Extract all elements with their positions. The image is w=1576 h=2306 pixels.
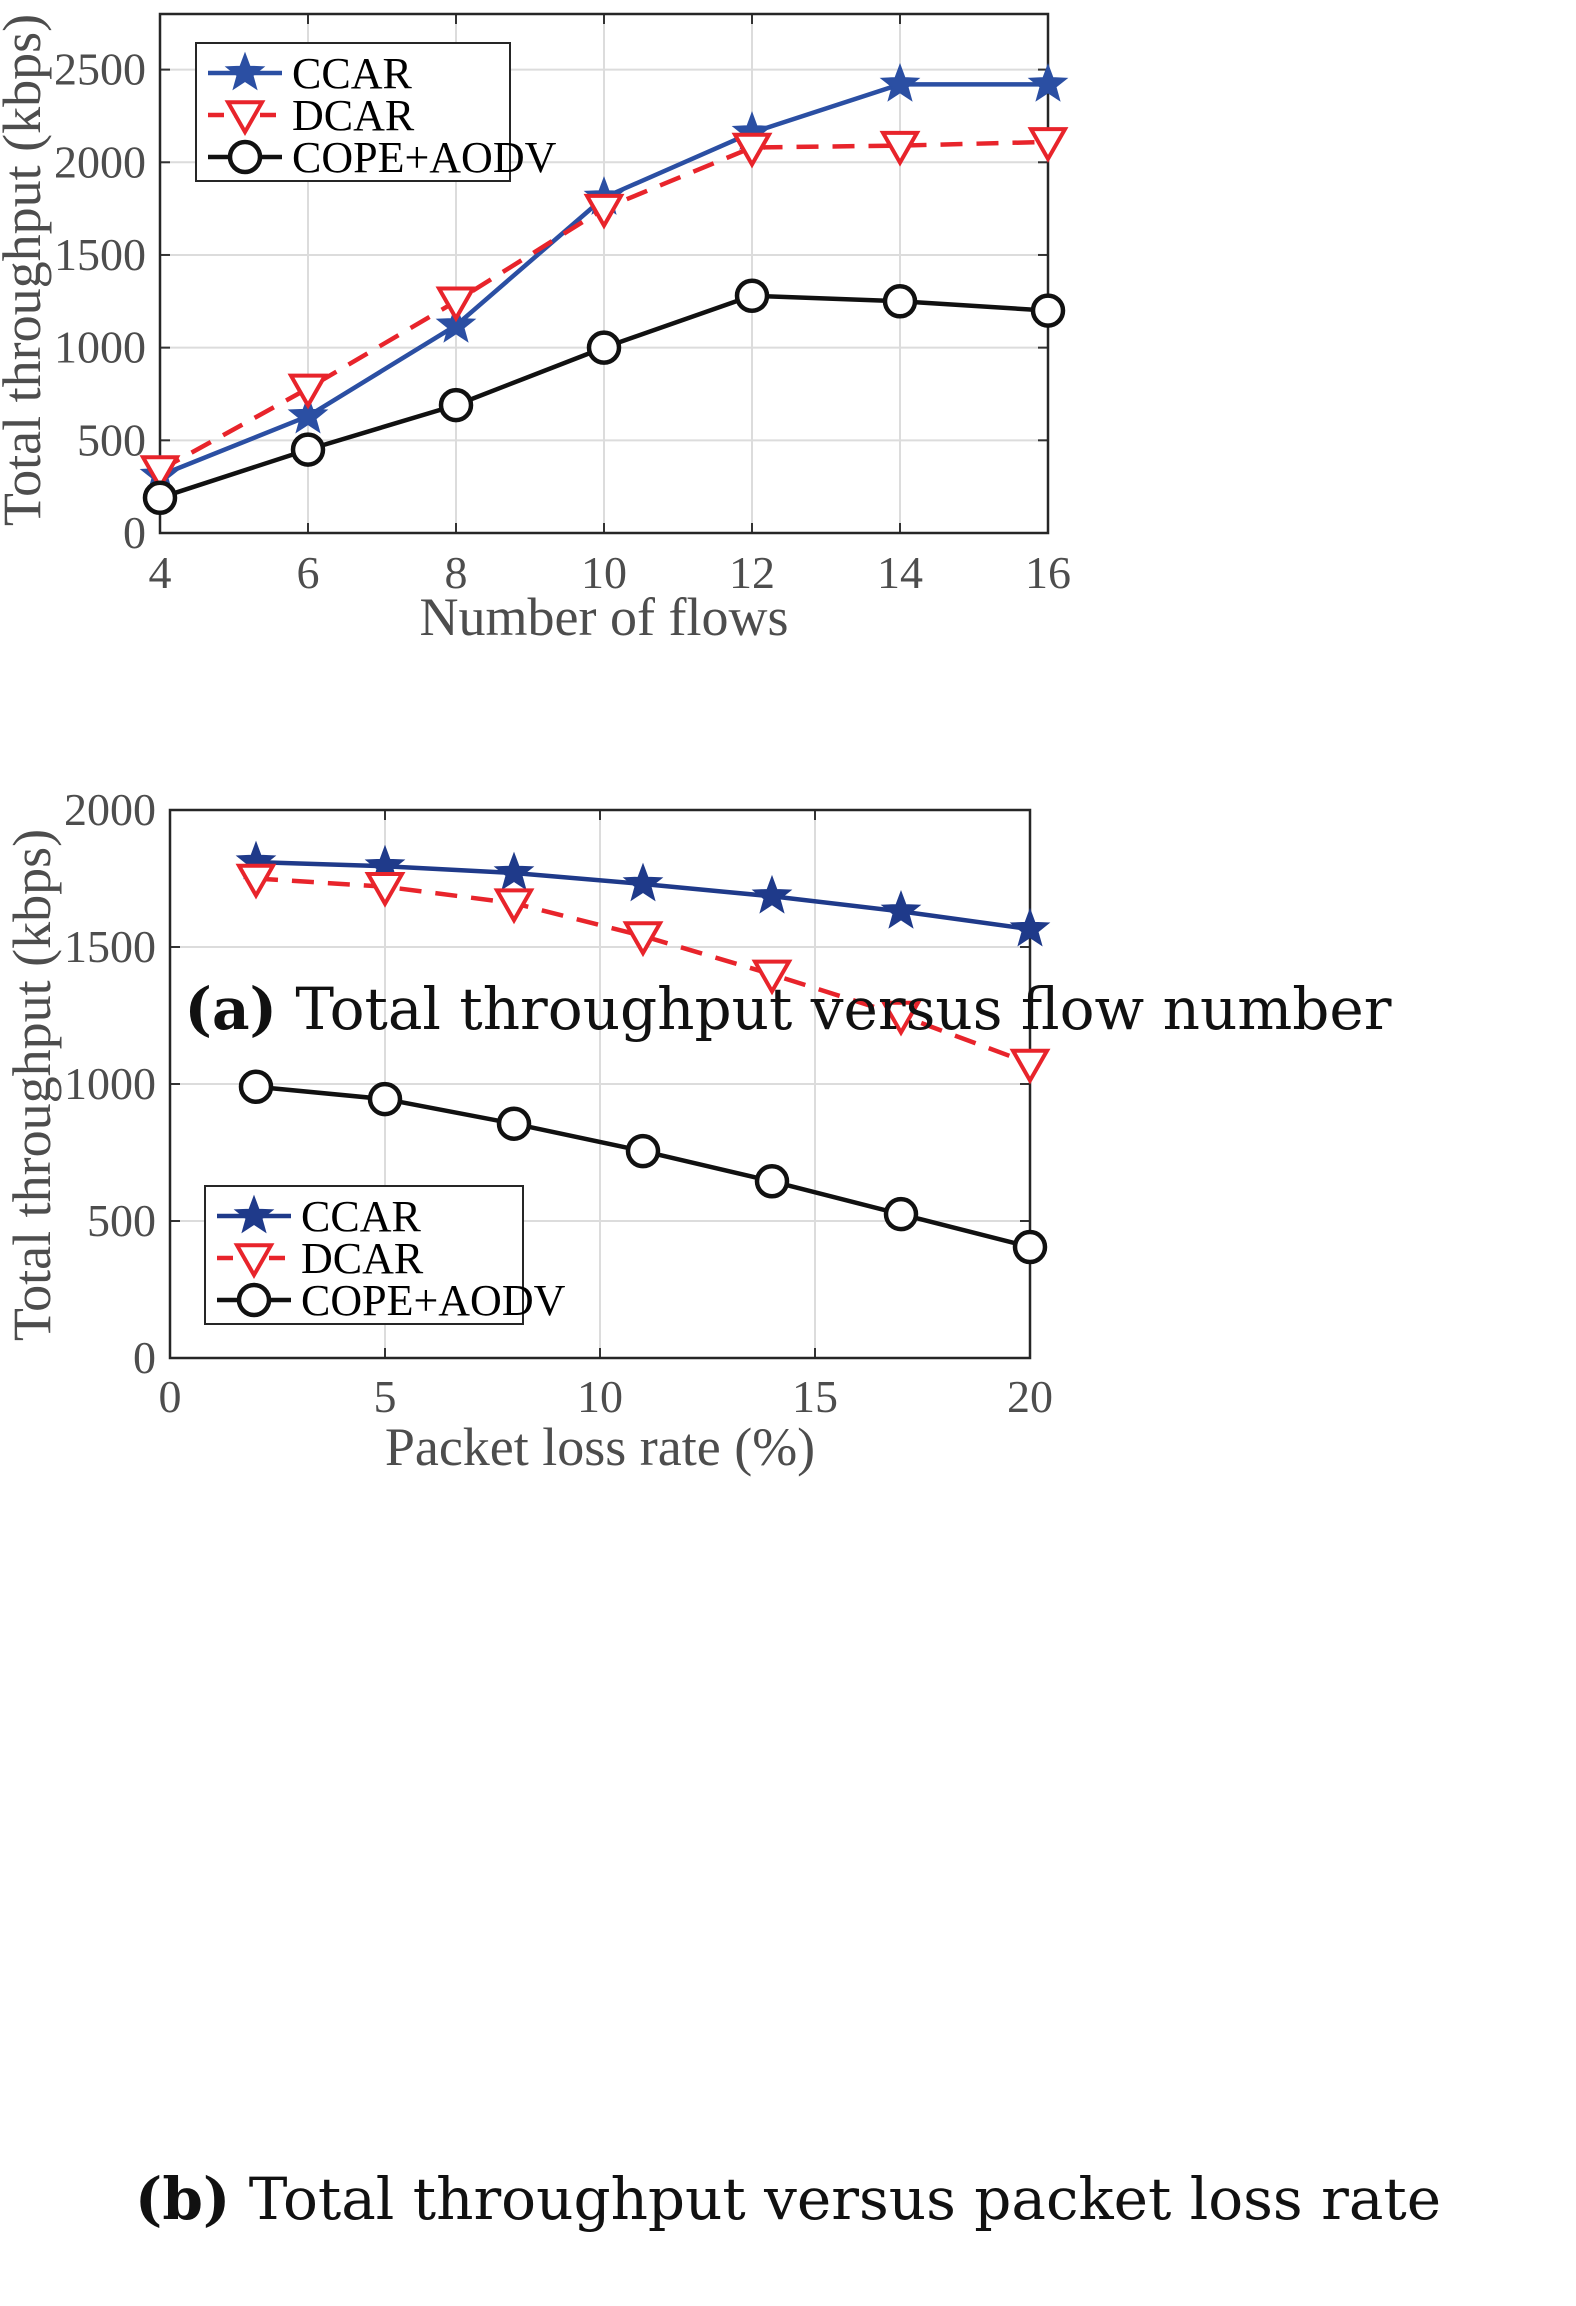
data-point-cope-aodv [586, 330, 622, 365]
data-point-cope-aodv [142, 480, 178, 516]
series-cope-aodv [142, 278, 1066, 516]
data-point-dcar [493, 888, 535, 925]
x-tick-label: 0 [159, 1371, 182, 1422]
data-point-cope-aodv [290, 432, 326, 467]
data-point-dcar [364, 871, 406, 908]
data-point-ccar [287, 394, 329, 434]
x-tick-label: 14 [877, 547, 923, 598]
data-point-dcar [879, 130, 921, 167]
legend-marker-dcar [233, 1243, 275, 1280]
data-point-ccar [493, 851, 535, 891]
axes-frame [158, 12, 1050, 535]
legend-marker-cope-aodv [236, 1282, 272, 1318]
x-tick-label: 15 [792, 1371, 838, 1422]
legend-marker-dcar [224, 100, 266, 137]
x-tick-label: 20 [1007, 1371, 1053, 1422]
caption-b-text: Total throughput versus packet loss rate [230, 2165, 1442, 2233]
data-point-ccar [1009, 907, 1051, 947]
y-tick-label: 2000 [64, 784, 156, 835]
data-point-cope-aodv [496, 1106, 532, 1141]
data-point-ccar [435, 303, 477, 343]
y-tick-label: 500 [77, 414, 146, 465]
data-point-dcar [583, 193, 625, 230]
caption-a: (a) Total throughput versus flow number [0, 975, 1576, 1043]
x-tick-label: 6 [297, 547, 320, 598]
data-point-ccar [751, 874, 793, 914]
x-tick-label: 5 [374, 1371, 397, 1422]
data-point-dcar [435, 286, 477, 323]
y-tick-label: 1000 [64, 1058, 156, 1109]
legend-label-dcar: DCAR [301, 1234, 424, 1283]
legend-label-dcar: DCAR [292, 91, 415, 140]
data-point-cope-aodv [438, 387, 474, 423]
data-point-ccar [879, 62, 921, 102]
data-point-cope-aodv [1030, 293, 1066, 328]
data-point-dcar [287, 373, 329, 410]
caption-b: (b) Total throughput versus packet loss … [0, 2165, 1576, 2233]
y-axis-label: Total throughput (kbps) [2, 829, 62, 1341]
data-point-dcar [622, 921, 664, 958]
data-point-cope-aodv [238, 1069, 274, 1104]
chart-a: 4 6 8 10 12 14 16 0 500 1000 1500 2000 2500 Number of… [0, 12, 1071, 647]
data-point-dcar [731, 132, 773, 169]
data-point-cope-aodv [882, 284, 918, 319]
x-axis-label: Number of flows [420, 587, 789, 647]
y-tick-label: 1500 [64, 921, 156, 972]
data-point-dcar [1009, 1048, 1051, 1085]
y-axis-label: Total throughput (kbps) [0, 14, 52, 526]
x-axis-label: Packet loss rate (%) [385, 1417, 815, 1477]
x-tick-label: 4 [149, 547, 172, 598]
series-cope-aodv [238, 1069, 1048, 1265]
data-point-dcar [235, 863, 277, 900]
y-tick-label: 500 [87, 1195, 156, 1246]
caption-a-tag: (a) [184, 975, 277, 1043]
x-tick-label: 12 [729, 547, 775, 598]
legend-label-cope-aodv: COPE+AODV [301, 1276, 566, 1325]
chart-b: 0 5 10 15 20 0 500 1000 1500 2000 Packet loss rate… [2, 784, 1053, 1477]
legend-marker-ccar [233, 1194, 275, 1234]
y-tick-label: 1000 [54, 322, 146, 373]
data-point-cope-aodv [883, 1196, 919, 1232]
x-tick-label: 16 [1025, 547, 1071, 598]
y-tick-label: 0 [133, 1332, 156, 1383]
series-dcar [139, 127, 1069, 492]
x-tick-label: 10 [581, 547, 627, 598]
data-point-dcar [1027, 127, 1069, 163]
legend-label-ccar: CCAR [301, 1192, 421, 1241]
data-point-ccar [1027, 62, 1069, 102]
data-point-cope-aodv [754, 1164, 790, 1199]
legend-marker-cope-aodv [227, 139, 263, 175]
y-tick-label: 2000 [54, 136, 146, 187]
data-point-ccar [622, 862, 664, 902]
y-tick-label: 1500 [54, 229, 146, 280]
series-ccar [235, 840, 1051, 947]
caption-a-text: Total throughput versus flow number [276, 975, 1392, 1043]
data-point-cope-aodv [367, 1081, 403, 1117]
data-point-ccar [880, 889, 922, 929]
data-point-cope-aodv [625, 1133, 661, 1169]
data-point-cope-aodv [1012, 1229, 1048, 1265]
legend-marker-ccar [224, 51, 266, 91]
x-tick-label: 10 [577, 1371, 623, 1422]
data-point-cope-aodv [734, 278, 770, 313]
data-point-dcar [880, 1000, 922, 1037]
legend-label-cope-aodv: COPE+AODV [292, 133, 557, 182]
x-tick-label: 8 [445, 547, 468, 598]
data-point-dcar [139, 455, 181, 492]
data-point-dcar [751, 959, 793, 996]
y-tick-label: 2500 [54, 44, 146, 95]
legend-label-ccar: CCAR [292, 49, 412, 98]
y-tick-label: 0 [123, 507, 146, 558]
series-dcar [235, 863, 1051, 1085]
caption-b-tag: (b) [134, 2165, 231, 2233]
